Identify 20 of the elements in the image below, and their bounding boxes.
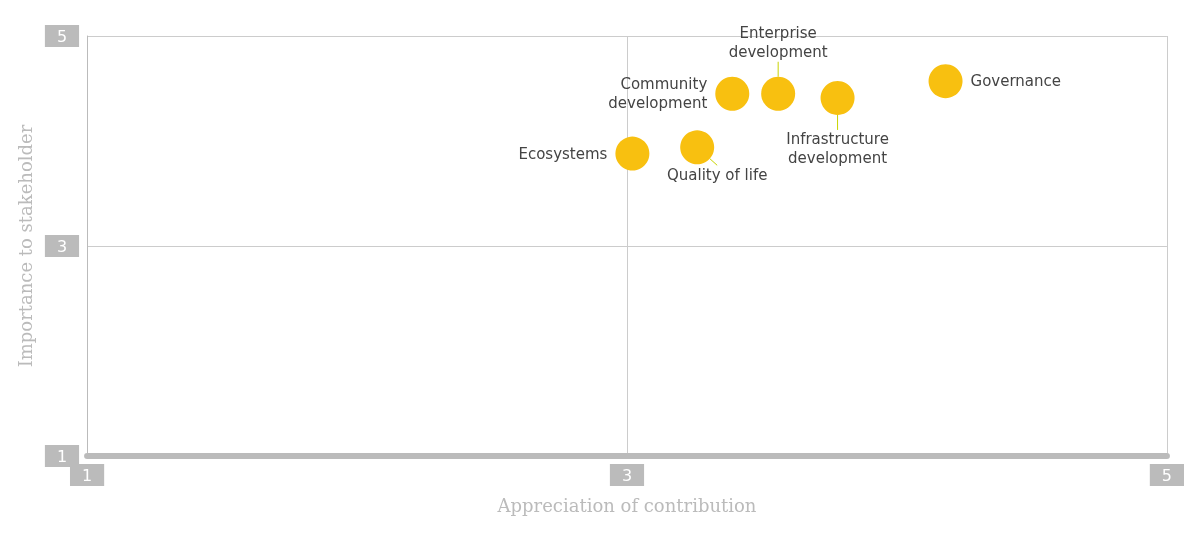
series-label: Quality of life (666, 165, 768, 184)
series-label: Community development (608, 75, 708, 113)
text: Infrastructure development (786, 130, 889, 168)
series-label: Governance (970, 72, 1062, 91)
x-tick-label: 3 (621, 465, 633, 485)
x-tick-label: 1 (81, 465, 93, 485)
x-tick-label: 5 (1161, 465, 1172, 485)
point (680, 130, 715, 165)
y-axis-title: Importance to stakeholder (14, 124, 36, 368)
y-tick-label: 3 (56, 236, 68, 256)
point (928, 64, 963, 99)
point (761, 76, 796, 111)
text: Enterprise development (728, 24, 828, 62)
series-label: Ecosystems (518, 144, 608, 163)
point (615, 136, 650, 171)
x-axis-title: Appreciation of contribution (496, 494, 757, 516)
point (715, 76, 750, 111)
y-tick-label: 5 (56, 26, 68, 46)
y-tick-label: 1 (56, 446, 68, 466)
point (820, 80, 855, 115)
